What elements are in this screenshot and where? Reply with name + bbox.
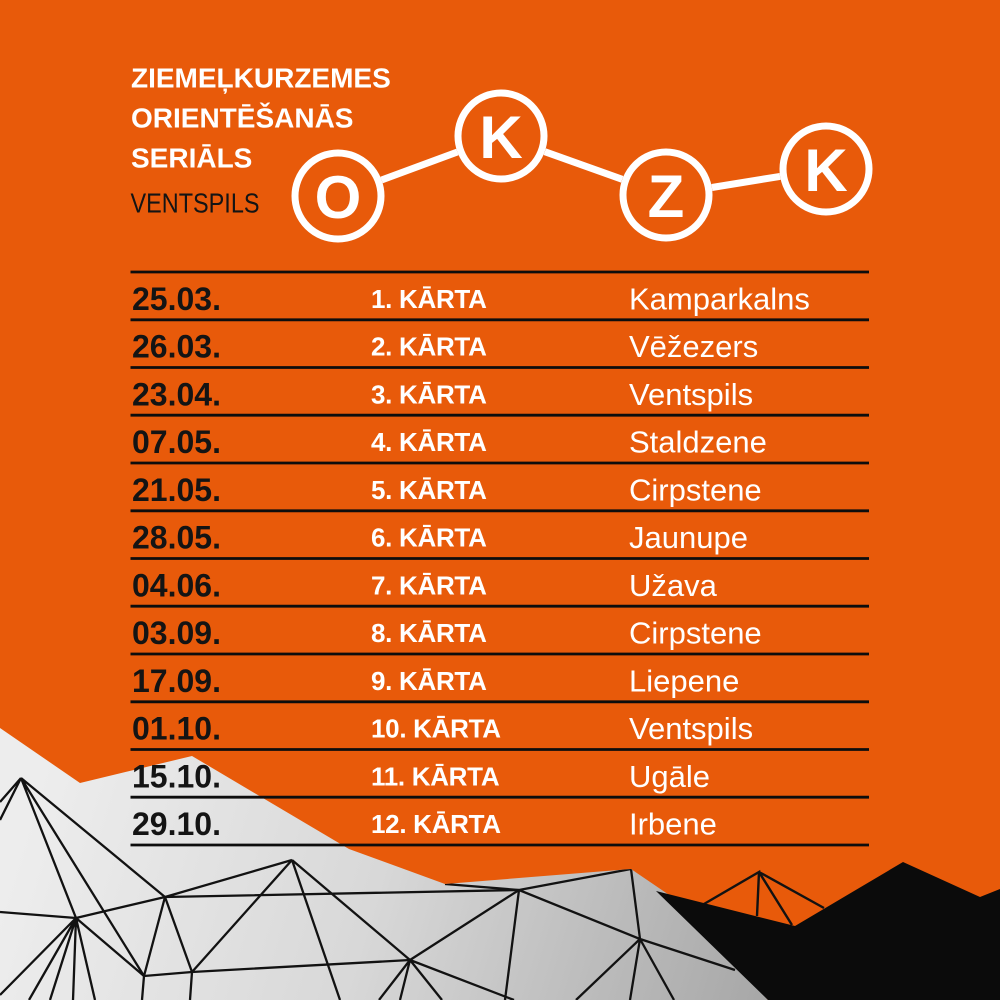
svg-text:5. KĀRTA: 5. KĀRTA [371,475,487,505]
svg-text:SERIĀLS: SERIĀLS [131,143,252,174]
svg-text:Ventspils: Ventspils [629,377,753,412]
svg-text:28.05.: 28.05. [132,520,221,556]
svg-text:Ugāle: Ugāle [629,759,710,794]
svg-text:29.10.: 29.10. [132,806,221,842]
svg-text:Staldzene: Staldzene [629,425,767,460]
svg-text:Jaunupe: Jaunupe [629,520,748,555]
svg-text:9. KĀRTA: 9. KĀRTA [371,666,487,696]
svg-text:11. KĀRTA: 11. KĀRTA [371,762,500,792]
svg-text:21.05.: 21.05. [132,472,221,508]
svg-text:3. KĀRTA: 3. KĀRTA [371,380,487,410]
svg-text:4. KĀRTA: 4. KĀRTA [371,427,487,457]
svg-text:Užava: Užava [629,568,718,603]
svg-text:12. KĀRTA: 12. KĀRTA [371,809,501,839]
svg-text:Cirpstene: Cirpstene [629,473,762,508]
svg-text:03.09.: 03.09. [132,615,221,651]
svg-text:7. KĀRTA: 7. KĀRTA [371,571,487,601]
svg-text:VENTSPILS: VENTSPILS [131,188,260,219]
svg-text:01.10.: 01.10. [132,711,221,747]
svg-text:07.05.: 07.05. [132,424,221,460]
svg-text:Ventspils: Ventspils [629,711,753,746]
svg-text:25.03.: 25.03. [132,281,221,317]
svg-text:Kamparkalns: Kamparkalns [629,282,810,317]
svg-text:Z: Z [648,163,685,230]
svg-text:ZIEMEĻKURZEMES: ZIEMEĻKURZEMES [131,63,391,94]
svg-text:Cirpstene: Cirpstene [629,616,762,651]
svg-text:6. KĀRTA: 6. KĀRTA [371,523,487,553]
svg-text:26.03.: 26.03. [132,329,221,365]
svg-text:K: K [804,137,847,204]
svg-text:Irbene: Irbene [629,807,717,842]
svg-text:1. KĀRTA: 1. KĀRTA [371,284,487,314]
svg-text:O: O [315,164,362,231]
svg-text:04.06.: 04.06. [132,568,221,604]
svg-text:Vēžezers: Vēžezers [629,329,758,364]
svg-text:15.10.: 15.10. [132,759,221,795]
svg-text:Liepene: Liepene [629,664,739,699]
svg-text:2. KĀRTA: 2. KĀRTA [371,332,487,362]
svg-text:17.09.: 17.09. [132,663,221,699]
svg-text:10. KĀRTA: 10. KĀRTA [371,714,501,744]
svg-text:K: K [479,104,522,171]
svg-text:23.04.: 23.04. [132,377,221,413]
svg-text:ORIENTĒŠANĀS: ORIENTĒŠANĀS [131,102,353,134]
svg-text:8. KĀRTA: 8. KĀRTA [371,618,487,648]
